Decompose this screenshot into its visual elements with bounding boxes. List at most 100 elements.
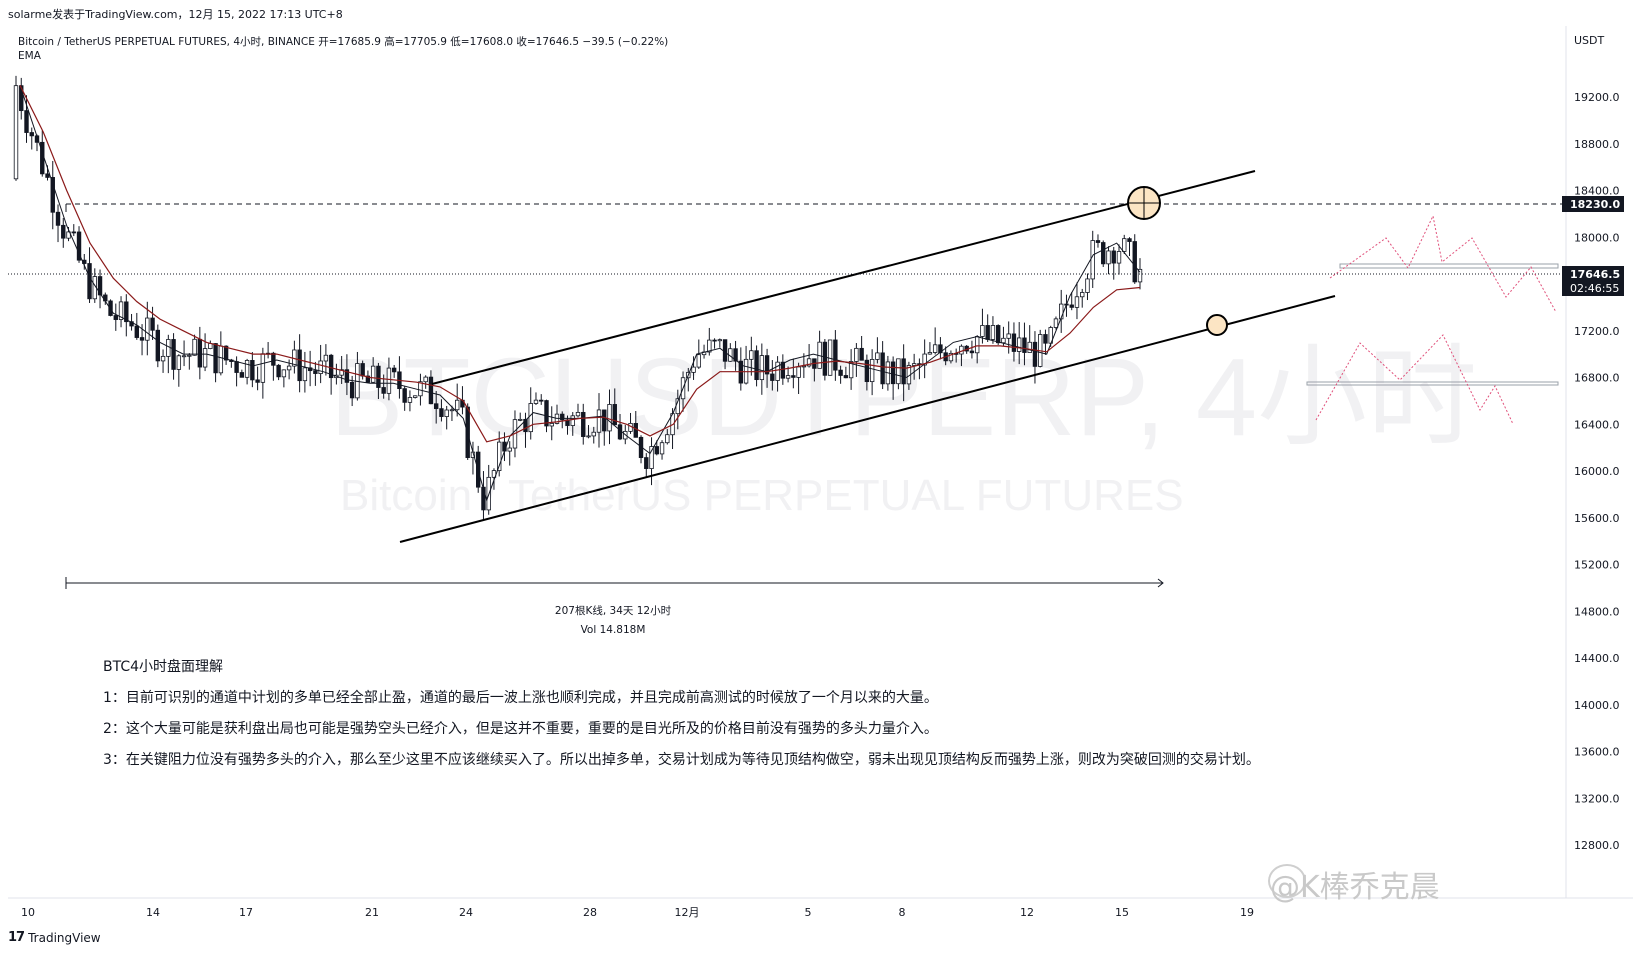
candle-body bbox=[864, 359, 870, 383]
candle-body bbox=[197, 338, 203, 368]
candle-body bbox=[995, 325, 1001, 344]
candle-body bbox=[549, 423, 554, 427]
candle-body bbox=[764, 355, 770, 375]
projection-path-lower[interactable] bbox=[1315, 334, 1514, 425]
candle-body bbox=[134, 325, 140, 338]
price-tick-label: 16800.0 bbox=[1574, 372, 1620, 385]
candle-body bbox=[1069, 304, 1074, 308]
channel-lower-line[interactable] bbox=[399, 295, 1336, 543]
candle-body bbox=[859, 347, 864, 361]
candle-body bbox=[160, 355, 166, 362]
candle-body bbox=[1032, 341, 1038, 367]
candle-body bbox=[1127, 238, 1132, 242]
candlesticks bbox=[13, 75, 1143, 521]
candle-body bbox=[806, 358, 812, 367]
symbol-legend[interactable]: Bitcoin / TetherUS PERPETUAL FUTURES, 4小… bbox=[18, 36, 669, 48]
candle-body bbox=[875, 352, 880, 360]
candle-body bbox=[71, 231, 76, 234]
candle-body bbox=[717, 339, 723, 342]
price-tick-label: 14400.0 bbox=[1574, 652, 1620, 665]
candle-body bbox=[1011, 333, 1017, 352]
candle-body bbox=[61, 224, 66, 239]
candle-body bbox=[386, 367, 392, 394]
candle-body bbox=[539, 399, 544, 402]
candle-body bbox=[145, 317, 150, 341]
projection-zone-lower[interactable] bbox=[1306, 381, 1559, 386]
candle-body bbox=[969, 350, 975, 354]
candle-body bbox=[754, 350, 759, 381]
measure-bars-label: 207根K线, 34天 12小时 bbox=[555, 604, 672, 617]
candle-body bbox=[176, 355, 182, 370]
notes-item-3: 3：在关键阻力位没有强势多头的介入，那么至少这里不应该继续买入了。所以出掉多单，… bbox=[103, 752, 1260, 768]
tradingview-logo-text: TradingView bbox=[28, 930, 101, 945]
projection-zone-upper[interactable] bbox=[1339, 263, 1559, 269]
candle-body bbox=[418, 381, 423, 397]
candle-body bbox=[66, 231, 71, 239]
candle-body bbox=[518, 418, 523, 421]
candle-body bbox=[659, 442, 665, 455]
price-tick-label: 16000.0 bbox=[1574, 465, 1620, 478]
candle-body bbox=[118, 301, 124, 320]
candle-body bbox=[202, 348, 208, 368]
candle-body bbox=[911, 363, 917, 366]
watermark-name: Bitcoin / TetherUS PERPETUAL FUTURES bbox=[340, 471, 1184, 520]
candle-body bbox=[1085, 278, 1090, 293]
candle-body bbox=[1027, 341, 1032, 353]
candle-body bbox=[932, 344, 938, 353]
price-axis-unit: USDT bbox=[1574, 34, 1605, 47]
time-tick-label: 21 bbox=[365, 906, 379, 919]
candle-body bbox=[733, 348, 738, 362]
candle-body bbox=[1043, 334, 1048, 344]
candle-body bbox=[318, 360, 323, 374]
candle-body bbox=[276, 364, 281, 378]
channel-upper-line[interactable] bbox=[431, 170, 1256, 385]
resistance-price-tag bbox=[1562, 196, 1624, 212]
price-tick-label: 19200.0 bbox=[1574, 91, 1620, 104]
time-tick-label: 12月 bbox=[675, 906, 700, 919]
candle-body bbox=[665, 434, 670, 444]
candle-body bbox=[948, 352, 954, 362]
candle-body bbox=[323, 354, 329, 362]
candle-body bbox=[407, 397, 413, 403]
candle-body bbox=[439, 408, 444, 417]
candle-body bbox=[1122, 238, 1127, 252]
analysis-notes: BTC4小时盘面理解 1：目前可识别的通道中计划的多单已经全部止盈，通道的最后一… bbox=[103, 652, 1260, 776]
candle-body bbox=[749, 350, 754, 360]
tradingview-logo[interactable]: 17 TradingView bbox=[8, 930, 101, 945]
candle-body bbox=[507, 447, 512, 452]
price-tick-label: 18400.0 bbox=[1574, 185, 1620, 198]
candle-body bbox=[654, 446, 659, 455]
candle-body bbox=[150, 317, 155, 331]
candle-body bbox=[24, 110, 29, 133]
candle-body bbox=[833, 339, 838, 371]
candle-body bbox=[391, 367, 397, 373]
indicator-legend[interactable]: EMA bbox=[18, 50, 41, 62]
candle-body bbox=[586, 435, 591, 438]
candle-body bbox=[927, 352, 933, 355]
candle-body bbox=[1095, 240, 1101, 243]
price-tick-label: 14000.0 bbox=[1574, 699, 1620, 712]
candle-body bbox=[286, 365, 292, 371]
candle-body bbox=[113, 315, 118, 320]
candle-body bbox=[770, 373, 775, 381]
candle-body bbox=[780, 361, 786, 379]
candle-body bbox=[974, 336, 980, 354]
candle-body bbox=[355, 363, 360, 399]
candle-body bbox=[869, 359, 875, 383]
projection-path-upper[interactable] bbox=[1329, 214, 1557, 313]
support-highlight-circle[interactable] bbox=[1206, 314, 1228, 336]
candle-body bbox=[444, 409, 449, 417]
price-tick-label: 18800.0 bbox=[1574, 138, 1620, 151]
time-tick-label: 17 bbox=[239, 906, 253, 919]
candle-body bbox=[607, 404, 612, 432]
measure-range-arrow bbox=[1157, 578, 1164, 588]
candle-body bbox=[208, 343, 213, 349]
candle-body bbox=[250, 360, 255, 381]
candle-body bbox=[302, 367, 308, 382]
price-tick-label: 17200.0 bbox=[1574, 325, 1620, 338]
candle-body bbox=[497, 441, 502, 471]
candle-body bbox=[234, 361, 239, 373]
candle-body bbox=[260, 353, 266, 383]
notes-title: BTC4小时盘面理解 bbox=[103, 659, 224, 675]
